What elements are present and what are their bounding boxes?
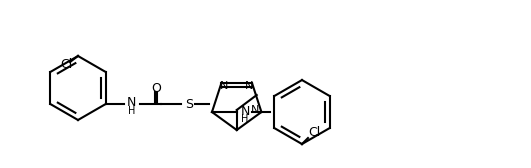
Text: Cl: Cl bbox=[60, 57, 72, 71]
Text: H: H bbox=[128, 106, 135, 116]
Text: Cl: Cl bbox=[308, 125, 320, 139]
Text: S: S bbox=[185, 97, 193, 111]
Text: N: N bbox=[241, 104, 250, 118]
Text: N: N bbox=[251, 105, 260, 115]
Text: H: H bbox=[241, 114, 249, 124]
Text: N: N bbox=[220, 81, 229, 91]
Text: N: N bbox=[127, 96, 136, 110]
Text: N: N bbox=[245, 81, 253, 91]
Text: O: O bbox=[151, 81, 161, 94]
